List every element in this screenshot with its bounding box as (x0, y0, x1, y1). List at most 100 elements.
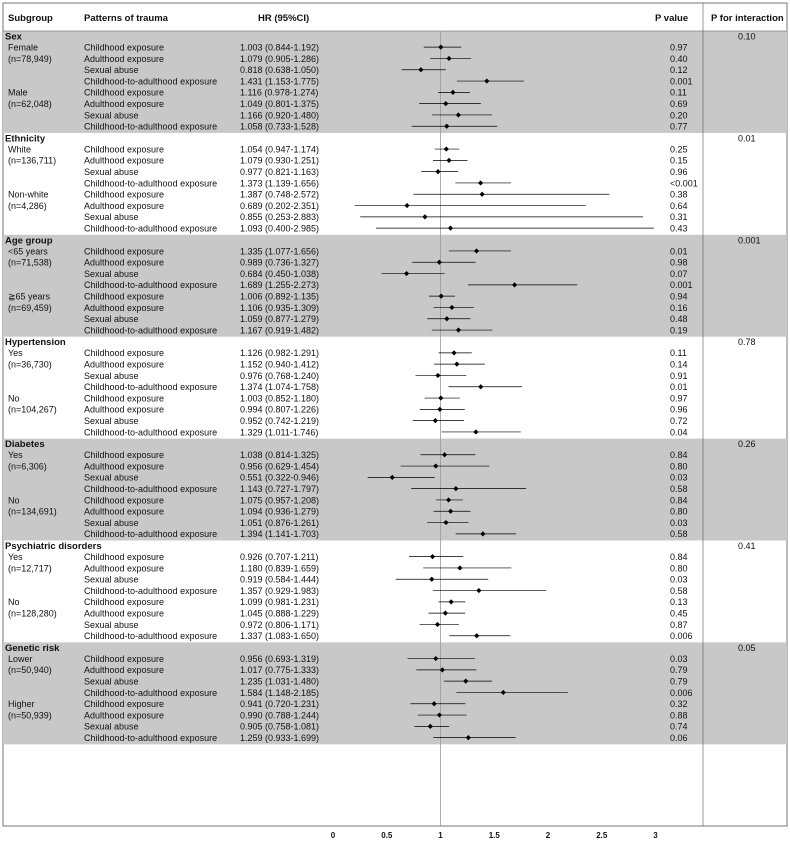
row-hr: 1.116 (0.978-1.274) (240, 88, 318, 98)
row-pattern: Childhood-to-adulthood exposure (84, 76, 217, 86)
row-pattern: Adulthood exposure (84, 609, 164, 619)
hr-marker (436, 712, 443, 718)
row-pattern: Sexual abuse (84, 722, 139, 732)
row-pattern: Adulthood exposure (84, 461, 164, 471)
section-title: Sex (5, 32, 23, 43)
row-pvalue: 0.64 (670, 201, 688, 211)
group-n: (n=134,691) (8, 507, 57, 517)
hr-marker (444, 316, 450, 322)
row-pattern: Sexual abuse (84, 110, 139, 120)
hr-marker (511, 282, 518, 288)
row-hr: 1.049 (0.801-1.375) (240, 99, 319, 109)
hr-marker (500, 689, 506, 696)
row-pvalue: 0.84 (670, 495, 688, 505)
row-pattern: Childhood-to-adulthood exposure (84, 122, 217, 132)
row-hr: 1.093 (0.400-2.985) (240, 224, 319, 234)
row-hr: 0.989 (0.736-1.327) (240, 258, 319, 268)
row-pattern: Sexual abuse (84, 269, 139, 279)
row-pvalue: 0.001 (670, 76, 693, 86)
x-tick-label: 2 (546, 831, 551, 840)
row-pattern: Adulthood exposure (84, 303, 164, 313)
group-name: Higher (8, 699, 35, 709)
p-interaction: 0.41 (738, 541, 756, 551)
row-hr: 0.689 (0.202-2.351) (240, 201, 319, 211)
group-name: Lower (8, 654, 33, 664)
row-pvalue: 0.38 (670, 190, 688, 200)
hr-marker (422, 214, 428, 220)
row-pvalue: 0.006 (670, 688, 693, 698)
hr-marker (403, 270, 410, 277)
hr-marker (438, 44, 444, 50)
row-pattern: Sexual abuse (84, 575, 139, 585)
section-title: Age group (5, 235, 53, 246)
hr-marker (437, 406, 443, 412)
group-n: (n=4,286) (8, 201, 47, 211)
x-tick-label: 3 (653, 831, 658, 840)
p-interaction: 0.78 (738, 337, 756, 347)
row-pattern: Sexual abuse (84, 167, 139, 177)
row-pvalue: 0.15 (670, 156, 688, 166)
hr-marker (389, 474, 395, 480)
row-hr: 0.972 (0.806-1.171) (240, 620, 319, 630)
row-pvalue: 0.03 (670, 518, 688, 528)
group-name: Yes (8, 450, 23, 460)
group-name: No (8, 393, 20, 403)
group-name: ≧65 years (8, 292, 51, 302)
row-pvalue: 0.77 (670, 122, 688, 132)
row-pattern: Adulthood exposure (84, 54, 164, 64)
row-pvalue: 0.96 (670, 405, 688, 415)
row-pattern: Childhood exposure (84, 190, 164, 200)
row-pvalue: 0.07 (670, 269, 688, 279)
hr-marker (433, 655, 439, 662)
row-hr: 0.994 (0.807-1.226) (240, 405, 319, 415)
hr-marker (455, 112, 461, 118)
row-pvalue: <0.001 (670, 178, 698, 188)
row-hr: 0.551 (0.322-0.946) (240, 473, 319, 483)
hr-marker (418, 67, 424, 73)
row-hr: 1.584 (1.148-2.185) (240, 688, 319, 698)
row-hr: 0.977 (0.821-1.163) (240, 167, 319, 177)
row-pvalue: 0.80 (670, 563, 688, 573)
row-pvalue: 0.32 (670, 699, 688, 709)
p-interaction: 0.05 (738, 643, 756, 653)
row-pvalue: 0.11 (670, 348, 687, 358)
row-pattern: Adulthood exposure (84, 710, 164, 720)
group-n: (n=128,280) (8, 609, 57, 619)
x-tick-label: 1 (438, 831, 443, 840)
row-pattern: Childhood-to-adulthood exposure (84, 688, 217, 698)
hr-marker (441, 452, 448, 458)
row-hr: 0.684 (0.450-1.038) (240, 269, 319, 279)
hr-marker (463, 678, 469, 684)
row-hr: 1.094 (0.936-1.279) (240, 507, 319, 517)
hr-marker (444, 123, 450, 129)
row-hr: 1.126 (0.982-1.291) (240, 348, 319, 358)
hr-marker (448, 599, 454, 605)
hr-marker (443, 101, 449, 107)
row-pattern: Childhood exposure (84, 552, 164, 562)
group-n: (n=50,939) (8, 710, 52, 720)
row-pattern: Childhood exposure (84, 43, 164, 53)
row-hr: 1.059 (0.877-1.279) (240, 314, 319, 324)
row-hr: 1.058 (0.733-1.528) (240, 122, 319, 132)
hr-marker (473, 429, 479, 435)
row-pvalue: 0.48 (670, 314, 688, 324)
group-n: (n=50,940) (8, 665, 52, 675)
group-n: (n=71,538) (8, 258, 52, 268)
row-hr: 1.143 (0.727-1.797) (240, 484, 319, 494)
row-hr: 0.990 (0.788-1.244) (240, 710, 319, 720)
row-pattern: Childhood-to-adulthood exposure (84, 178, 217, 188)
header-pinteraction: P for interaction (711, 13, 784, 24)
row-pvalue: 0.97 (670, 43, 688, 53)
row-hr: 1.329 (1.011-1.746) (240, 427, 318, 437)
row-pattern: Childhood-to-adulthood exposure (84, 280, 217, 290)
group-n: (n=104,267) (8, 405, 57, 415)
row-pvalue: 0.001 (670, 280, 693, 290)
hr-marker (432, 418, 438, 424)
hr-marker (429, 576, 435, 582)
row-hr: 1.006 (0.892-1.135) (240, 292, 319, 302)
row-hr: 1.180 (0.839-1.659) (240, 563, 319, 573)
hr-marker (429, 554, 436, 560)
row-hr: 0.818 (0.638-1.050) (240, 65, 319, 75)
row-pvalue: 0.03 (670, 575, 688, 585)
row-hr: 1.689 (1.255-2.273) (240, 280, 319, 290)
